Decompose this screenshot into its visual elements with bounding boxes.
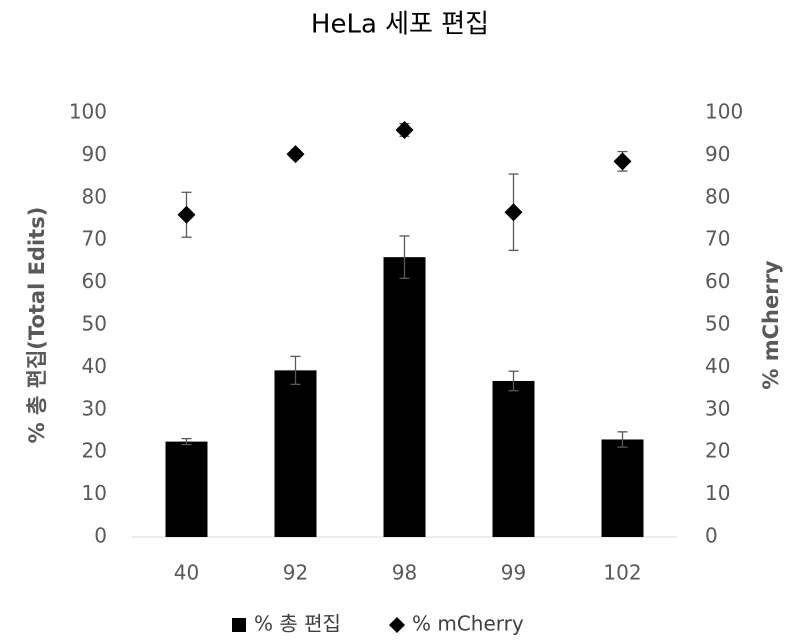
bar xyxy=(602,439,644,537)
y2-tick-label: 100 xyxy=(705,100,743,124)
y2-tick-label: 50 xyxy=(705,312,730,336)
chart-title: HeLa 세포 편집 xyxy=(311,10,489,40)
y2-tick-label: 20 xyxy=(705,439,730,463)
marker xyxy=(178,206,196,224)
y2-tick-label: 0 xyxy=(705,524,718,548)
y2-axis-label: % mCherry xyxy=(759,260,783,390)
bar xyxy=(493,381,535,537)
y-tick-label: 60 xyxy=(82,269,107,293)
legend-swatch xyxy=(389,617,405,633)
y-tick-label: 100 xyxy=(69,100,107,124)
y-tick-label: 30 xyxy=(82,396,107,420)
y-tick-label: 50 xyxy=(82,312,107,336)
bar xyxy=(275,370,317,537)
y2-tick-label: 60 xyxy=(705,269,730,293)
marker xyxy=(614,152,632,170)
y-tick-label: 90 xyxy=(82,142,107,166)
x-tick-label: 92 xyxy=(283,561,308,585)
x-tick-label: 99 xyxy=(501,561,526,585)
y-axis-label: % 총 편집(Total Edits) xyxy=(25,207,49,444)
marker xyxy=(505,203,523,221)
bar xyxy=(384,257,426,537)
y-tick-label: 70 xyxy=(82,227,107,251)
y2-tick-label: 90 xyxy=(705,142,730,166)
y-tick-label: 80 xyxy=(82,184,107,208)
y-tick-label: 40 xyxy=(82,354,107,378)
y2-tick-label: 70 xyxy=(705,227,730,251)
legend-label: % mCherry xyxy=(412,612,524,636)
marker xyxy=(287,145,305,163)
page: HeLa 세포 편집 % 총 편집(Total Edits) % mCherry… xyxy=(0,0,800,642)
y-tick-label: 10 xyxy=(82,481,107,505)
x-tick-label: 98 xyxy=(392,561,417,585)
bar xyxy=(166,442,208,537)
y-tick-label: 20 xyxy=(82,439,107,463)
marker xyxy=(396,121,414,139)
chart: HeLa 세포 편집 % 총 편집(Total Edits) % mCherry… xyxy=(0,0,800,642)
legend-label: % 총 편집 xyxy=(254,612,341,636)
x-tick-label: 40 xyxy=(174,561,199,585)
legend-swatch xyxy=(232,618,246,632)
y2-tick-label: 10 xyxy=(705,481,730,505)
y2-tick-label: 80 xyxy=(705,184,730,208)
y2-tick-label: 40 xyxy=(705,354,730,378)
y-tick-label: 0 xyxy=(94,524,107,548)
y2-tick-label: 30 xyxy=(705,396,730,420)
x-tick-label: 102 xyxy=(603,561,641,585)
